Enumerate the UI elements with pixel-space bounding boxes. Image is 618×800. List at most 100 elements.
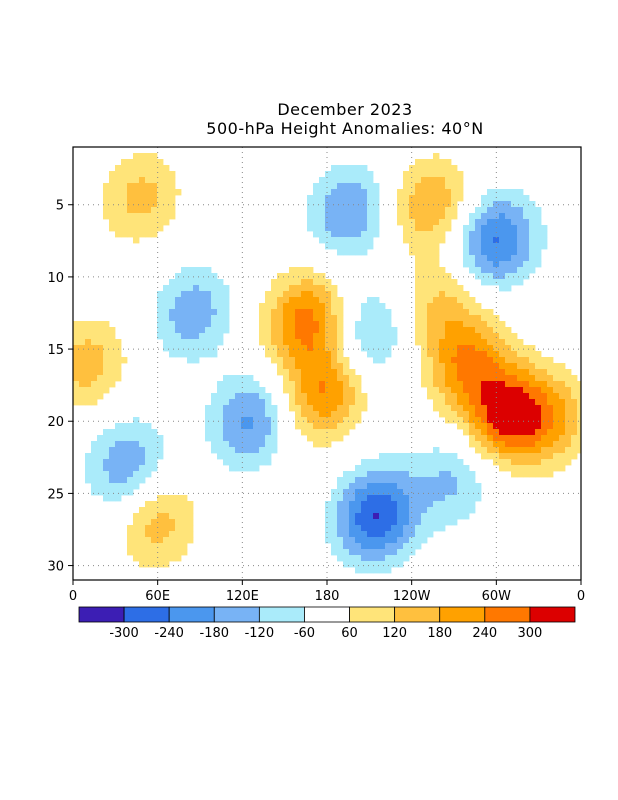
field-cell: [535, 369, 542, 376]
field-cell: [211, 351, 218, 358]
field-cell: [193, 339, 200, 346]
y-tick-label: 20: [47, 415, 64, 430]
field-cell: [271, 309, 278, 316]
field-cell: [151, 507, 158, 514]
field-cell: [289, 291, 296, 298]
field-cell: [475, 447, 482, 454]
field-cell: [139, 213, 146, 220]
field-cell: [337, 501, 344, 508]
field-cell: [247, 375, 254, 382]
field-cell: [325, 423, 332, 430]
field-cell: [457, 315, 464, 322]
field-cell: [547, 429, 554, 436]
field-cell: [457, 387, 464, 394]
y-tick-label: 25: [47, 487, 64, 502]
field-cell: [253, 459, 260, 466]
field-cell: [427, 453, 434, 460]
field-cell: [109, 369, 116, 376]
field-cell: [247, 459, 254, 466]
field-cell: [499, 225, 506, 232]
colorbar-label: 240: [472, 626, 497, 641]
field-cell: [229, 375, 236, 382]
field-cell: [109, 333, 116, 340]
field-cell: [451, 351, 458, 358]
field-cell: [349, 543, 356, 550]
field-cell: [127, 549, 134, 556]
field-cell: [283, 291, 290, 298]
field-cell: [247, 399, 254, 406]
field-cell: [463, 345, 470, 352]
field-cell: [403, 537, 410, 544]
field-cell: [169, 183, 176, 190]
field-cell: [367, 549, 374, 556]
field-cell: [427, 315, 434, 322]
field-cell: [343, 423, 350, 430]
field-cell: [427, 231, 434, 238]
field-cell: [415, 339, 422, 346]
field-cell: [97, 363, 104, 370]
field-cell: [187, 357, 194, 364]
field-cell: [181, 495, 188, 502]
field-cell: [391, 459, 398, 466]
field-cell: [397, 465, 404, 472]
field-cell: [553, 375, 560, 382]
field-cell: [505, 387, 512, 394]
field-cell: [115, 465, 122, 472]
field-cell: [367, 183, 374, 190]
field-cell: [535, 363, 542, 370]
field-cell: [217, 417, 224, 424]
field-cell: [511, 375, 518, 382]
field-cell: [151, 447, 158, 454]
field-cell: [85, 357, 92, 364]
field-cell: [535, 399, 542, 406]
field-cell: [373, 459, 380, 466]
field-cell: [151, 435, 158, 442]
field-cell: [337, 237, 344, 244]
field-cell: [151, 459, 158, 466]
field-cell: [469, 219, 476, 226]
field-cell: [565, 447, 572, 454]
field-cell: [523, 471, 530, 478]
field-cell: [181, 513, 188, 520]
field-cell: [277, 315, 284, 322]
field-cell: [343, 555, 350, 562]
field-cell: [535, 459, 542, 466]
field-cell: [343, 189, 350, 196]
field-cell: [199, 303, 206, 310]
field-cell: [199, 321, 206, 328]
field-cell: [211, 297, 218, 304]
field-cell: [541, 441, 548, 448]
field-cell: [97, 357, 104, 364]
field-cell: [433, 255, 440, 262]
field-cell: [355, 171, 362, 178]
field-cell: [319, 273, 326, 280]
field-cell: [247, 435, 254, 442]
field-cell: [433, 219, 440, 226]
field-cell: [445, 495, 452, 502]
field-cell: [505, 351, 512, 358]
field-cell: [517, 423, 524, 430]
field-cell: [457, 177, 464, 184]
field-cell: [367, 513, 374, 520]
field-cell: [439, 375, 446, 382]
field-cell: [427, 387, 434, 394]
field-cell: [295, 309, 302, 316]
field-cell: [133, 543, 140, 550]
field-cell: [529, 369, 536, 376]
field-cell: [139, 183, 146, 190]
field-cell: [211, 303, 218, 310]
field-cell: [409, 243, 416, 250]
anomaly-field: [73, 153, 581, 574]
field-cell: [187, 297, 194, 304]
field-cell: [439, 285, 446, 292]
field-cell: [301, 291, 308, 298]
field-cell: [349, 249, 356, 256]
field-cell: [349, 525, 356, 532]
field-cell: [265, 429, 272, 436]
field-cell: [175, 345, 182, 352]
field-cell: [337, 537, 344, 544]
field-cell: [313, 351, 320, 358]
field-cell: [169, 303, 176, 310]
field-cell: [151, 195, 158, 202]
field-cell: [511, 387, 518, 394]
